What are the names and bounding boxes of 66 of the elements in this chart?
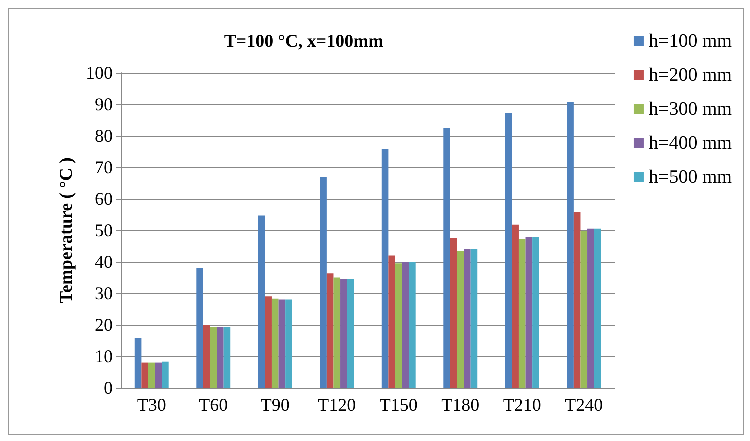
- y-tick-label: 0: [104, 378, 113, 398]
- bar: [518, 239, 526, 388]
- bar: [258, 216, 266, 388]
- x-tick-label: T90: [260, 395, 290, 415]
- bar: [148, 362, 156, 388]
- x-tick-label: T30: [137, 395, 166, 415]
- x-tick-label: T60: [199, 395, 228, 415]
- y-tick-label: 40: [95, 252, 113, 272]
- bar: [526, 237, 533, 388]
- bar: [224, 327, 231, 388]
- bar: [457, 250, 464, 388]
- bar: [326, 274, 334, 388]
- y-tick-label: 80: [95, 126, 113, 146]
- bar: [272, 298, 279, 388]
- bar: [588, 228, 594, 388]
- bar: [388, 256, 396, 388]
- bar: [320, 176, 327, 388]
- legend-label: h=300 mm: [648, 99, 732, 120]
- y-axis-title: Temperature ( °C ): [56, 158, 76, 304]
- bar: [444, 128, 450, 388]
- legend-label: h=200 mm: [648, 65, 732, 86]
- x-tick-label: T180: [442, 395, 480, 415]
- bar: [340, 279, 348, 388]
- y-tick-label: 90: [95, 94, 113, 114]
- bar: [395, 264, 402, 388]
- y-tick-label: 100: [86, 63, 113, 83]
- bar: [574, 212, 581, 388]
- bar: [210, 327, 218, 388]
- bar: [402, 262, 410, 388]
- bar: [278, 300, 286, 388]
- bar: [134, 338, 142, 388]
- bar: [217, 327, 224, 388]
- bar: [470, 249, 478, 388]
- bar: [142, 362, 148, 388]
- bar: [450, 238, 458, 388]
- legend-label: h=100 mm: [648, 31, 732, 52]
- bar: [382, 149, 389, 388]
- bar: [505, 113, 512, 388]
- y-tick-label: 70: [95, 158, 113, 178]
- chart-title: T=100 °C, x=100mm: [224, 31, 384, 51]
- legend-label: h=500 mm: [648, 167, 732, 188]
- bar: [203, 325, 210, 388]
- y-tick-label: 20: [95, 315, 113, 335]
- bar: [464, 249, 471, 388]
- bar: [580, 231, 588, 388]
- bar: [286, 300, 292, 388]
- bar: [512, 224, 519, 388]
- bar: [265, 296, 272, 388]
- y-tick-label: 10: [95, 346, 113, 366]
- bar: [594, 228, 602, 388]
- y-tick-label: 50: [95, 220, 113, 240]
- bar: [567, 102, 574, 388]
- bar: [409, 262, 416, 388]
- bar: [196, 268, 204, 388]
- bar: [347, 279, 354, 388]
- y-tick-label: 30: [95, 284, 113, 304]
- bar: [155, 362, 162, 388]
- x-tick-label: T150: [380, 395, 418, 415]
- bar: [162, 362, 169, 388]
- y-tick-label: 60: [95, 189, 113, 209]
- bar: [334, 278, 341, 388]
- x-tick-label: T120: [318, 395, 356, 415]
- x-tick-label: T240: [565, 395, 604, 415]
- bar: [532, 237, 540, 388]
- legend-label: h=400 mm: [648, 133, 732, 154]
- x-tick-label: T210: [503, 395, 542, 415]
